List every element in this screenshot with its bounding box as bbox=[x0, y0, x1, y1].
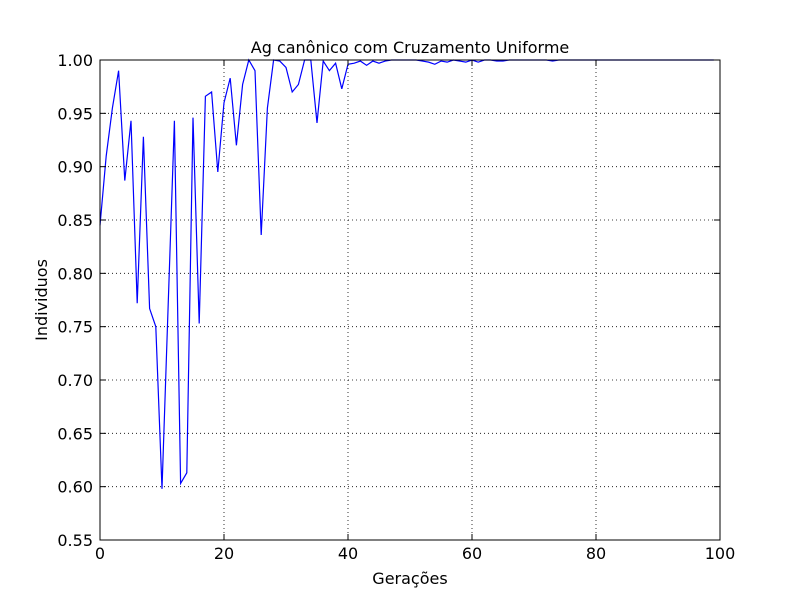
grid-layer bbox=[100, 60, 720, 540]
y-tick-label: 0.60 bbox=[57, 478, 93, 497]
y-tick-label: 0.80 bbox=[57, 264, 93, 283]
y-tick-label: 0.65 bbox=[57, 424, 93, 443]
y-axis-label: Individuos bbox=[32, 259, 51, 341]
y-tick-label: 0.85 bbox=[57, 211, 93, 230]
y-tick-label: 0.75 bbox=[57, 318, 93, 337]
plot-frame bbox=[99, 59, 721, 541]
y-tick-label: 0.95 bbox=[57, 104, 93, 123]
y-tick-label: 0.55 bbox=[57, 531, 93, 550]
x-tick-label: 40 bbox=[338, 544, 358, 563]
chart-title: Ag canônico com Cruzamento Uniforme bbox=[251, 38, 570, 57]
y-tick-label: 0.90 bbox=[57, 158, 93, 177]
x-tick-label: 60 bbox=[462, 544, 482, 563]
x-tick-label: 80 bbox=[586, 544, 606, 563]
x-tick-label: 100 bbox=[705, 544, 736, 563]
tick-layer: 0 20 40 60 80 100 0.55 0.60 0.65 0.70 0.75 0.80 0.85… bbox=[57, 51, 735, 563]
y-tick-label: 1.00 bbox=[57, 51, 93, 70]
y-tick-label: 0.70 bbox=[57, 371, 93, 390]
x-axis-label: Gerações bbox=[372, 569, 447, 588]
x-tick-label: 20 bbox=[214, 544, 234, 563]
x-tick-label: 0 bbox=[95, 544, 105, 563]
